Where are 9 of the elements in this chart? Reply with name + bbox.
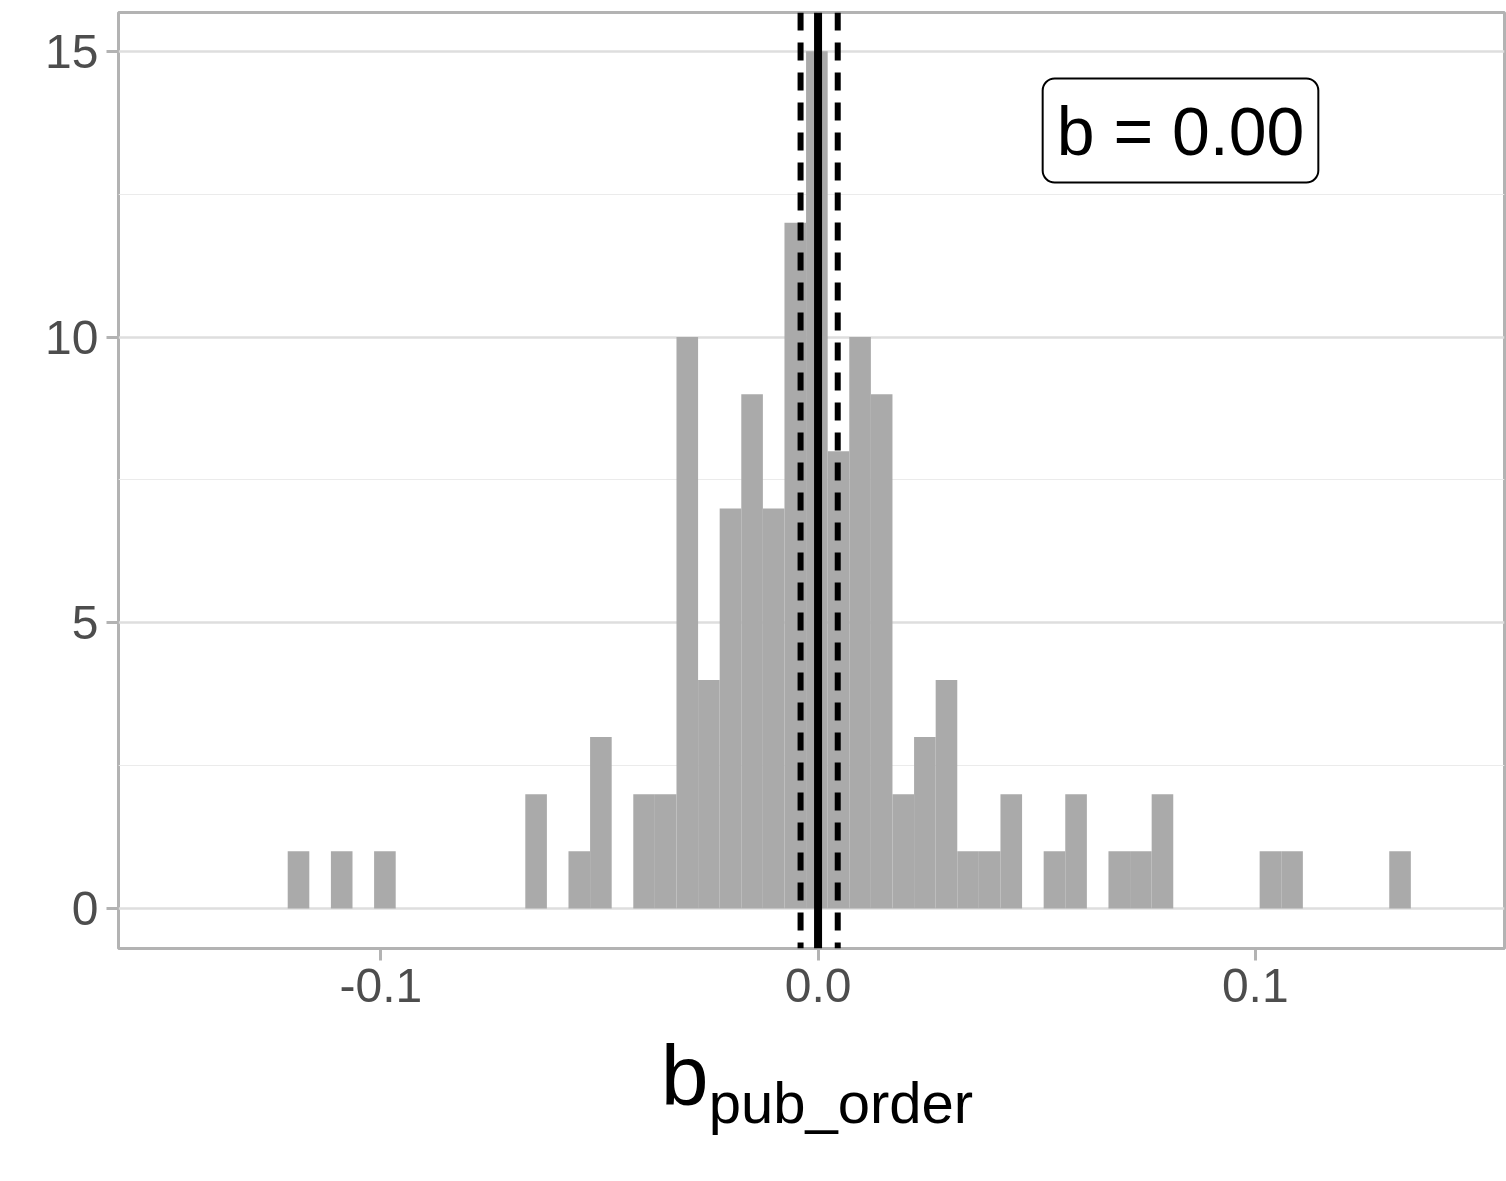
y-tick-label: 15 <box>45 24 99 78</box>
x-tick-label: 0.1 <box>1221 958 1289 1012</box>
x-tick-label: 0.0 <box>784 958 852 1012</box>
y-tick-label: 5 <box>71 596 99 650</box>
x-axis-title: b$_{pub_order}$ <box>660 1027 974 1138</box>
y-tick-label: 10 <box>45 310 99 364</box>
y-tick-label: 0 <box>71 882 99 935</box>
annotation: b = 0.00 <box>1056 92 1305 169</box>
x-tick-label: -0.1 <box>339 958 423 1012</box>
